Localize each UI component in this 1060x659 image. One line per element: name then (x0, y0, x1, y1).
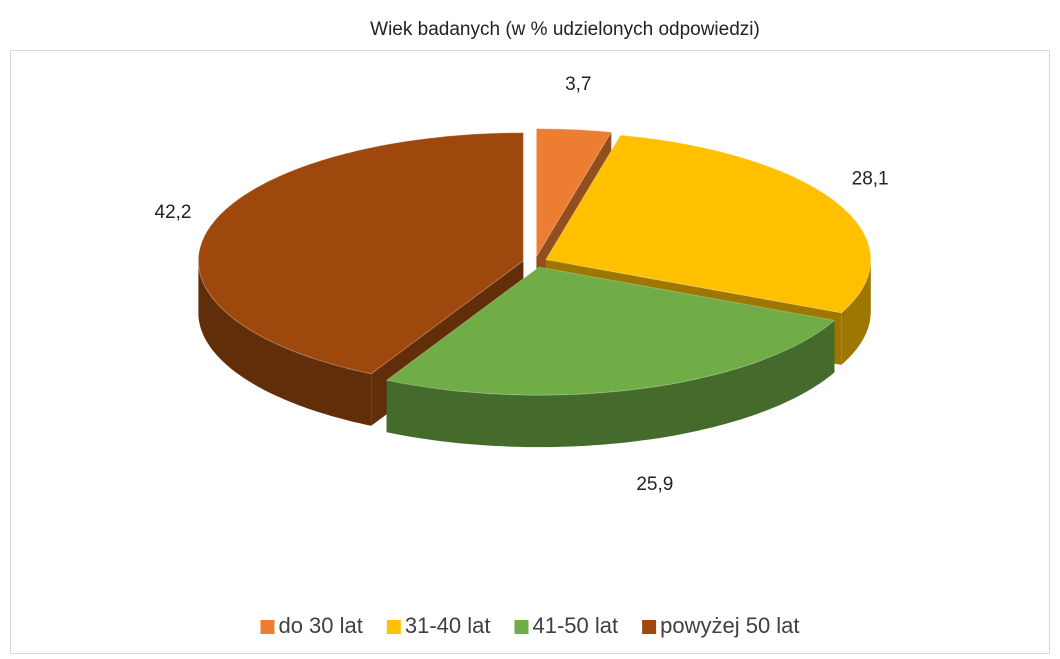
legend-label: do 30 lat (278, 613, 362, 638)
legend-swatch (642, 620, 657, 634)
slice-wall (198, 260, 372, 426)
data-label: 25,9 (636, 474, 673, 495)
slice-wall (841, 259, 871, 365)
slice (535, 128, 613, 259)
legend: do 30 lat 31-40 lat 41-50 lat powyżej 50 la… (260, 613, 800, 638)
legend-swatch (386, 620, 401, 634)
legend-label: 41-50 lat (532, 613, 618, 638)
slice-wall (386, 320, 835, 448)
slice (385, 266, 836, 396)
pie-tops (197, 128, 872, 396)
data-label: 3,7 (565, 74, 591, 95)
slice (544, 134, 872, 314)
data-label: 42,2 (155, 202, 192, 223)
pie-walls (198, 259, 871, 448)
data-labels: 3,7 28,1 25,9 42,2 (155, 74, 889, 495)
legend-label: powyżej 50 lat (660, 613, 799, 638)
legend-swatch (514, 620, 529, 634)
legend-label: 31-40 lat (405, 613, 491, 638)
slice (197, 132, 524, 375)
data-label: 28,1 (852, 168, 889, 189)
chart-title: Wiek badanych (w % udzielonych odpowiedz… (370, 19, 760, 40)
legend-swatch (260, 620, 275, 634)
